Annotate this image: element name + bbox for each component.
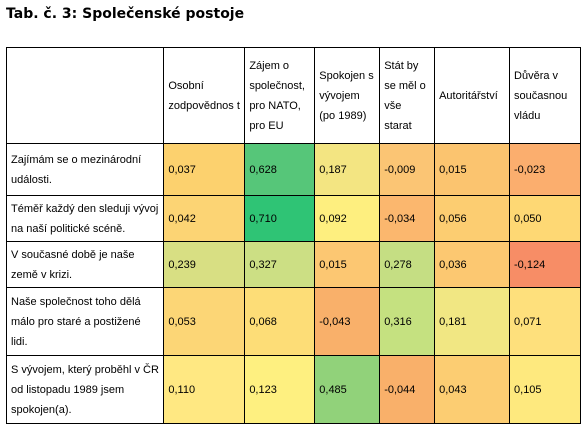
data-cell: -0,043 bbox=[314, 287, 381, 356]
data-cell: 0,071 bbox=[509, 287, 581, 356]
column-header: Důvěra v současnou vládu bbox=[509, 47, 581, 144]
header-row: Osobní zodpovědnos t Zájem o společnost,… bbox=[5, 47, 581, 144]
data-cell: 0,485 bbox=[314, 355, 381, 424]
column-header: Stát by se měl o vše starat bbox=[379, 47, 436, 144]
data-cell: 0,015 bbox=[434, 143, 511, 196]
row-label: S vývojem, který proběhl v ČR od listopa… bbox=[5, 355, 165, 424]
data-cell: 0,050 bbox=[509, 195, 581, 242]
column-header: Zájem o společnost, pro NATO, pro EU bbox=[244, 47, 316, 144]
data-cell: 0,710 bbox=[244, 195, 316, 242]
table-row: S vývojem, který proběhl v ČR od listopa… bbox=[5, 355, 581, 424]
data-cell: 0,316 bbox=[379, 287, 436, 356]
table-title: Tab. č. 3: Společenské postoje bbox=[6, 6, 245, 22]
data-cell: 0,056 bbox=[434, 195, 511, 242]
data-cell: 0,037 bbox=[163, 143, 246, 196]
table-row: Téměř každý den sleduji vývoj na naší po… bbox=[5, 195, 581, 242]
table-row: Naše společnost toho dělá málo pro staré… bbox=[5, 287, 581, 356]
data-cell: 0,092 bbox=[314, 195, 381, 242]
attitudes-table: Osobní zodpovědnos t Zájem o společnost,… bbox=[5, 47, 581, 424]
row-label: Zajímám se o mezinárodní události. bbox=[5, 143, 165, 196]
data-cell: 0,053 bbox=[163, 287, 246, 356]
data-cell: 0,278 bbox=[379, 241, 436, 288]
data-cell: -0,009 bbox=[379, 143, 436, 196]
data-cell: 0,187 bbox=[314, 143, 381, 196]
data-cell: 0,036 bbox=[434, 241, 511, 288]
header-corner bbox=[5, 47, 165, 144]
data-cell: 0,181 bbox=[434, 287, 511, 356]
data-cell: 0,110 bbox=[163, 355, 246, 424]
table-row: V současné době je naše země v krizi. 0,… bbox=[5, 241, 581, 288]
data-cell: 0,068 bbox=[244, 287, 316, 356]
data-cell: 0,239 bbox=[163, 241, 246, 288]
data-cell: 0,042 bbox=[163, 195, 246, 242]
data-cell: -0,034 bbox=[379, 195, 436, 242]
row-label: Naše společnost toho dělá málo pro staré… bbox=[5, 287, 165, 356]
data-cell: 0,015 bbox=[314, 241, 381, 288]
row-label: V současné době je naše země v krizi. bbox=[5, 241, 165, 288]
data-cell: -0,124 bbox=[509, 241, 581, 288]
data-cell: 0,327 bbox=[244, 241, 316, 288]
column-header: Autoritářství bbox=[434, 47, 511, 144]
table-row: Zajímám se o mezinárodní události. 0,037… bbox=[5, 143, 581, 196]
data-cell: -0,044 bbox=[379, 355, 436, 424]
data-cell: -0,023 bbox=[509, 143, 581, 196]
column-header: Spokojen s vývojem (po 1989) bbox=[314, 47, 381, 144]
data-cell: 0,043 bbox=[434, 355, 511, 424]
data-cell: 0,628 bbox=[244, 143, 316, 196]
data-cell: 0,123 bbox=[244, 355, 316, 424]
row-label: Téměř každý den sleduji vývoj na naší po… bbox=[5, 195, 165, 242]
column-header: Osobní zodpovědnos t bbox=[163, 47, 246, 144]
data-cell: 0,105 bbox=[509, 355, 581, 424]
